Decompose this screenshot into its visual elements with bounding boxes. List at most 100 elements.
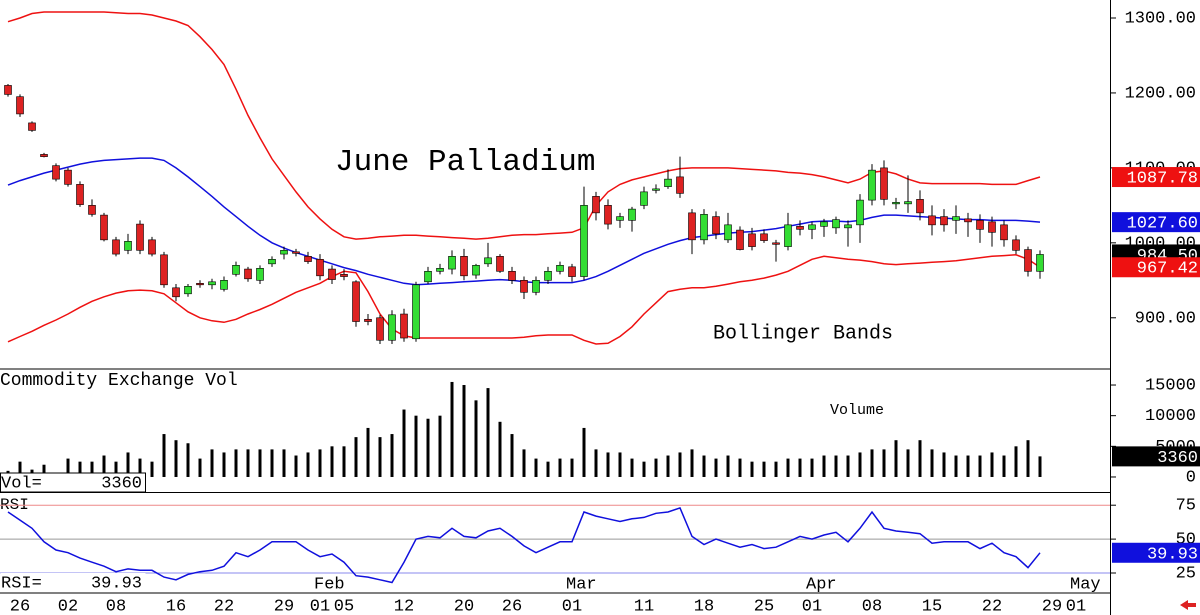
volume-bar bbox=[822, 455, 826, 477]
volume-bar bbox=[918, 440, 922, 477]
candle-body bbox=[340, 274, 348, 277]
volume-bar bbox=[366, 427, 370, 477]
candle-body bbox=[544, 271, 552, 281]
y-tick-label: 10000 bbox=[1145, 407, 1196, 426]
readout-label: Vol= bbox=[1, 474, 42, 493]
candle-body bbox=[256, 268, 264, 281]
volume-bar bbox=[138, 458, 142, 477]
volume-bar bbox=[258, 449, 262, 477]
volume-bar bbox=[426, 418, 430, 477]
candle-body bbox=[724, 224, 732, 241]
volume-bar bbox=[894, 440, 898, 477]
volume-bar bbox=[42, 464, 46, 477]
candle-body bbox=[532, 280, 540, 293]
volume-bar bbox=[606, 452, 610, 477]
candle-body bbox=[820, 221, 828, 227]
candle-body bbox=[316, 259, 324, 277]
value-box bbox=[1112, 167, 1200, 188]
y-tick-label: 0 bbox=[1186, 468, 1196, 487]
candle-body bbox=[832, 219, 840, 229]
candle-body bbox=[496, 256, 504, 272]
candle-body bbox=[52, 165, 60, 180]
readout-label: RSI= bbox=[1, 574, 42, 593]
volume-bar bbox=[1014, 446, 1018, 477]
value-box-label: 1027.60 bbox=[1127, 215, 1198, 234]
candle-body bbox=[1024, 249, 1032, 272]
volume-bar bbox=[90, 461, 94, 477]
volume-bar bbox=[678, 452, 682, 477]
value-box bbox=[1112, 212, 1200, 233]
candle-body bbox=[280, 250, 288, 255]
candle-body bbox=[352, 281, 360, 322]
value-box bbox=[1112, 542, 1200, 563]
volume-bar bbox=[126, 452, 130, 477]
volume-bar bbox=[330, 446, 334, 477]
candle-body bbox=[400, 313, 408, 339]
bollinger-band bbox=[7, 11, 1041, 240]
y-tick-label: 25 bbox=[1176, 564, 1196, 583]
candle-body bbox=[448, 256, 456, 270]
x-tick-label: 26 bbox=[10, 597, 30, 615]
volume-bar bbox=[162, 434, 166, 477]
candle-body bbox=[700, 214, 708, 241]
candle-body bbox=[736, 229, 744, 250]
x-tick-label: 01 bbox=[802, 597, 822, 615]
volume-bar bbox=[582, 427, 586, 477]
candle-body bbox=[292, 251, 300, 254]
volume-bar bbox=[462, 385, 466, 477]
value-box-label: 1087.78 bbox=[1127, 170, 1198, 189]
candle-body bbox=[616, 216, 624, 221]
volume-bar bbox=[66, 458, 70, 477]
candle-body bbox=[928, 215, 936, 226]
x-tick-label: 01 bbox=[1066, 597, 1086, 615]
x-tick-label: 11 bbox=[634, 597, 654, 615]
volume-bar bbox=[546, 461, 550, 477]
volume-bar bbox=[222, 452, 226, 477]
candle-body bbox=[520, 280, 528, 293]
candle-body bbox=[760, 233, 768, 241]
readout-box bbox=[0, 472, 146, 493]
month-label: Feb bbox=[314, 575, 345, 594]
candle-body bbox=[508, 271, 516, 281]
volume-bar bbox=[642, 461, 646, 477]
candle-body bbox=[4, 85, 12, 95]
candle-body bbox=[184, 286, 192, 295]
value-box-label: 967.42 bbox=[1137, 260, 1198, 279]
y-tick-label: 1200.00 bbox=[1125, 84, 1196, 103]
candle-body bbox=[472, 265, 480, 276]
candle-body bbox=[88, 205, 96, 215]
candle-body bbox=[952, 216, 960, 221]
volume-bar bbox=[210, 449, 214, 477]
volume-bar bbox=[306, 452, 310, 477]
candle-body bbox=[136, 223, 144, 251]
volume-bar bbox=[870, 449, 874, 477]
volume-bar bbox=[714, 458, 718, 477]
month-label: May bbox=[1070, 575, 1101, 594]
volume-bar bbox=[378, 437, 382, 477]
volume-bar bbox=[906, 449, 910, 477]
scroll-arrow[interactable] bbox=[1180, 600, 1196, 610]
volume-bar bbox=[198, 458, 202, 477]
candle-body bbox=[148, 239, 156, 255]
candle-body bbox=[40, 154, 48, 157]
annotation: Bollinger Bands bbox=[713, 322, 893, 345]
volume-bar bbox=[810, 458, 814, 477]
candle-body bbox=[28, 122, 36, 131]
candle-body bbox=[796, 226, 804, 230]
volume-bar bbox=[978, 455, 982, 477]
candle-body bbox=[64, 169, 72, 185]
volume-bar bbox=[654, 458, 658, 477]
volume-bar bbox=[786, 458, 790, 477]
bollinger-band bbox=[7, 254, 1041, 345]
volume-bar bbox=[834, 455, 838, 477]
volume-bar bbox=[102, 455, 106, 477]
x-tick-label: 05 bbox=[334, 597, 354, 615]
volume-bar bbox=[570, 458, 574, 477]
volume-bar bbox=[114, 461, 118, 477]
candle-body bbox=[628, 208, 636, 221]
candle-body bbox=[592, 196, 600, 214]
volume-bar bbox=[18, 461, 22, 477]
x-tick-label: 18 bbox=[694, 597, 714, 615]
